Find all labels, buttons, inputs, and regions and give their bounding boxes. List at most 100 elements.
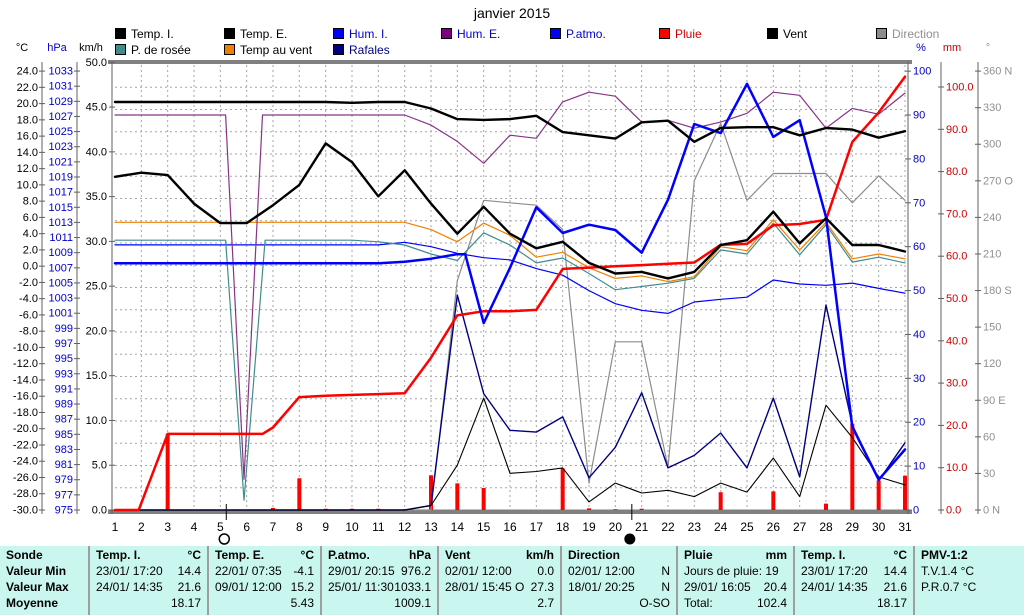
cell-text: 29/01/ 20:15	[328, 564, 395, 578]
rain-bar	[455, 483, 460, 510]
day-label: 9	[322, 520, 329, 534]
day-label: 27	[793, 520, 807, 534]
stat-row: 02/01/ 12:00 0.0	[445, 563, 554, 579]
chart-legend: Temp. I. Temp. E. Hum. I. Hum. E. P.atmo. Plu…	[0, 0, 1024, 60]
cell-value: 18.17	[876, 596, 907, 610]
axis-tick-label: 1013	[49, 217, 73, 229]
axis-tick-label: 979	[55, 474, 73, 486]
legend-item-hum-e: Hum. E.	[441, 27, 500, 41]
cell-value: 27.3	[530, 580, 554, 594]
cell-text: Valeur Max	[6, 580, 69, 594]
cell-text: P.atmo.	[328, 548, 370, 562]
axis-tick-label: 90 E	[983, 395, 1006, 407]
legend-swatch-temp-i	[115, 28, 126, 39]
axis-tick-label: 1001	[49, 308, 73, 320]
cell-value: 1033.1	[394, 580, 431, 594]
axis-tick-label: -14.0	[13, 374, 38, 386]
stat-row: 23/01/ 17:20 14.4	[96, 563, 201, 579]
legend-label: Hum. I.	[349, 26, 388, 41]
stat-row: 18.17	[96, 595, 201, 611]
stat-row: 22/01/ 07:35 -4.1	[215, 563, 314, 579]
cell-text: 25/01/ 11:30	[328, 580, 394, 594]
stat-row: 25/01/ 11:30 1033.1	[328, 579, 431, 595]
column-header: P.atmo. hPa	[328, 547, 431, 563]
axis-tick-label: -18.0	[13, 407, 38, 419]
axis-tick-label: -28.0	[13, 488, 38, 500]
axis-tick-label: 12.0	[17, 163, 38, 175]
axis-tick-label: 90	[913, 110, 925, 122]
axis-tick-label: 20	[913, 417, 925, 429]
day-label: 30	[872, 520, 886, 534]
rain-bar	[560, 468, 565, 510]
axis-tick-label: 15.0	[86, 370, 107, 382]
cell-value: O-SO	[639, 596, 670, 610]
cell-text: Jours de pluie: 19	[684, 564, 779, 578]
rain-bars	[165, 423, 907, 510]
axis-tick-label: 30.0	[946, 378, 967, 390]
legend-swatch-temp-e	[224, 28, 235, 39]
cell-text: 24/01/ 14:35	[801, 580, 868, 594]
stat-row: 24/01/ 14:35 21.6	[96, 579, 201, 595]
cell-value: 0.0	[537, 564, 554, 578]
axis-tick-label: 30	[983, 468, 995, 480]
cell-text: 02/01/ 12:00	[568, 564, 635, 578]
axis-title: mm	[943, 42, 961, 54]
axis-tick-label: 60	[983, 431, 995, 443]
cell-text: 23/01/ 17:20	[96, 564, 163, 578]
cell-text: Direction	[568, 548, 621, 562]
cell-value: km/h	[525, 548, 554, 562]
stats-column-temp-e: Temp. E. °C 22/01/ 07:35 -4.1 09/01/ 12:00 15…	[207, 546, 320, 615]
legend-swatch-rafales	[333, 44, 344, 55]
cell-value: N	[661, 564, 670, 578]
cell-value: 2.7	[537, 596, 554, 610]
cell-text: 09/01/ 12:00	[215, 580, 282, 594]
axis-tick-label: 60	[913, 241, 925, 253]
stats-column-direction: Direction 02/01/ 12:00 N 18/01/ 20:25 N O-SO	[560, 546, 676, 615]
axis-tick-label: 997	[55, 338, 73, 350]
stat-row: 23/01/ 17:20 14.4	[801, 563, 907, 579]
axis-tick-label: 2.0	[23, 244, 38, 256]
axis-tick-label: -12.0	[13, 358, 38, 370]
new-moon-icon	[624, 533, 636, 545]
legend-swatch-hum-e	[441, 28, 452, 39]
cell-value: 14.4	[177, 564, 201, 578]
axis-tick-label: 991	[55, 383, 73, 395]
cell-text: 22/01/ 07:35	[215, 564, 282, 578]
axis-tick-label: 80	[913, 153, 925, 165]
axis-tick-label: -22.0	[13, 439, 38, 451]
column-header: Direction	[568, 547, 670, 563]
cell-text: Sonde	[6, 548, 43, 562]
stat-row: T.V.1.4 °C	[921, 563, 1018, 579]
day-label: 14	[451, 520, 465, 534]
cell-text: Total:	[684, 596, 713, 610]
series-hum-e	[114, 91, 906, 480]
cell-text: 28/01/ 15:45 O	[445, 580, 525, 594]
series-pluie-cumul	[113, 75, 907, 512]
legend-label: Direction	[892, 26, 940, 41]
full-moon-icon	[218, 533, 231, 545]
axis-tick-label: 1003	[49, 293, 73, 305]
axis-tick-label: 45.0	[86, 102, 107, 114]
axis-tick-label: 10.0	[946, 462, 967, 474]
legend-label: Pluie	[675, 26, 702, 41]
cell-value: °C	[300, 548, 314, 562]
stats-row-headers: Sonde Valeur Min Valeur Max Moyenne	[0, 546, 88, 615]
stat-row: Jours de pluie: 19	[684, 563, 787, 579]
day-label: 23	[688, 520, 702, 534]
day-label: 22	[661, 520, 675, 534]
axis-tick-label: 10.0	[86, 415, 107, 427]
axis-degC: °C 24.0 22.0 20.0 18.0 16.0 14.0 12.0 10.0 8.0 6.0…	[13, 42, 45, 517]
axis-tick-label: 50	[913, 285, 925, 297]
axis-tick-label: 1007	[49, 262, 73, 274]
day-label: 4	[191, 520, 198, 534]
rain-bar	[903, 475, 907, 510]
cell-text: 02/01/ 12:00	[445, 564, 512, 578]
cell-text: 18/01/ 20:25	[568, 580, 635, 594]
axis-tick-label: 1009	[49, 247, 73, 259]
axis-tick-label: 100	[913, 66, 931, 78]
axis-tick-label: 300	[983, 139, 1001, 151]
row-header: Valeur Max	[6, 579, 82, 595]
stats-column-pluie: Pluie mm Jours de pluie: 19 29/01/ 16:05 20.…	[676, 546, 793, 615]
axis-tick-label: 30	[913, 373, 925, 385]
axis-tick-label: 6.0	[23, 212, 38, 224]
